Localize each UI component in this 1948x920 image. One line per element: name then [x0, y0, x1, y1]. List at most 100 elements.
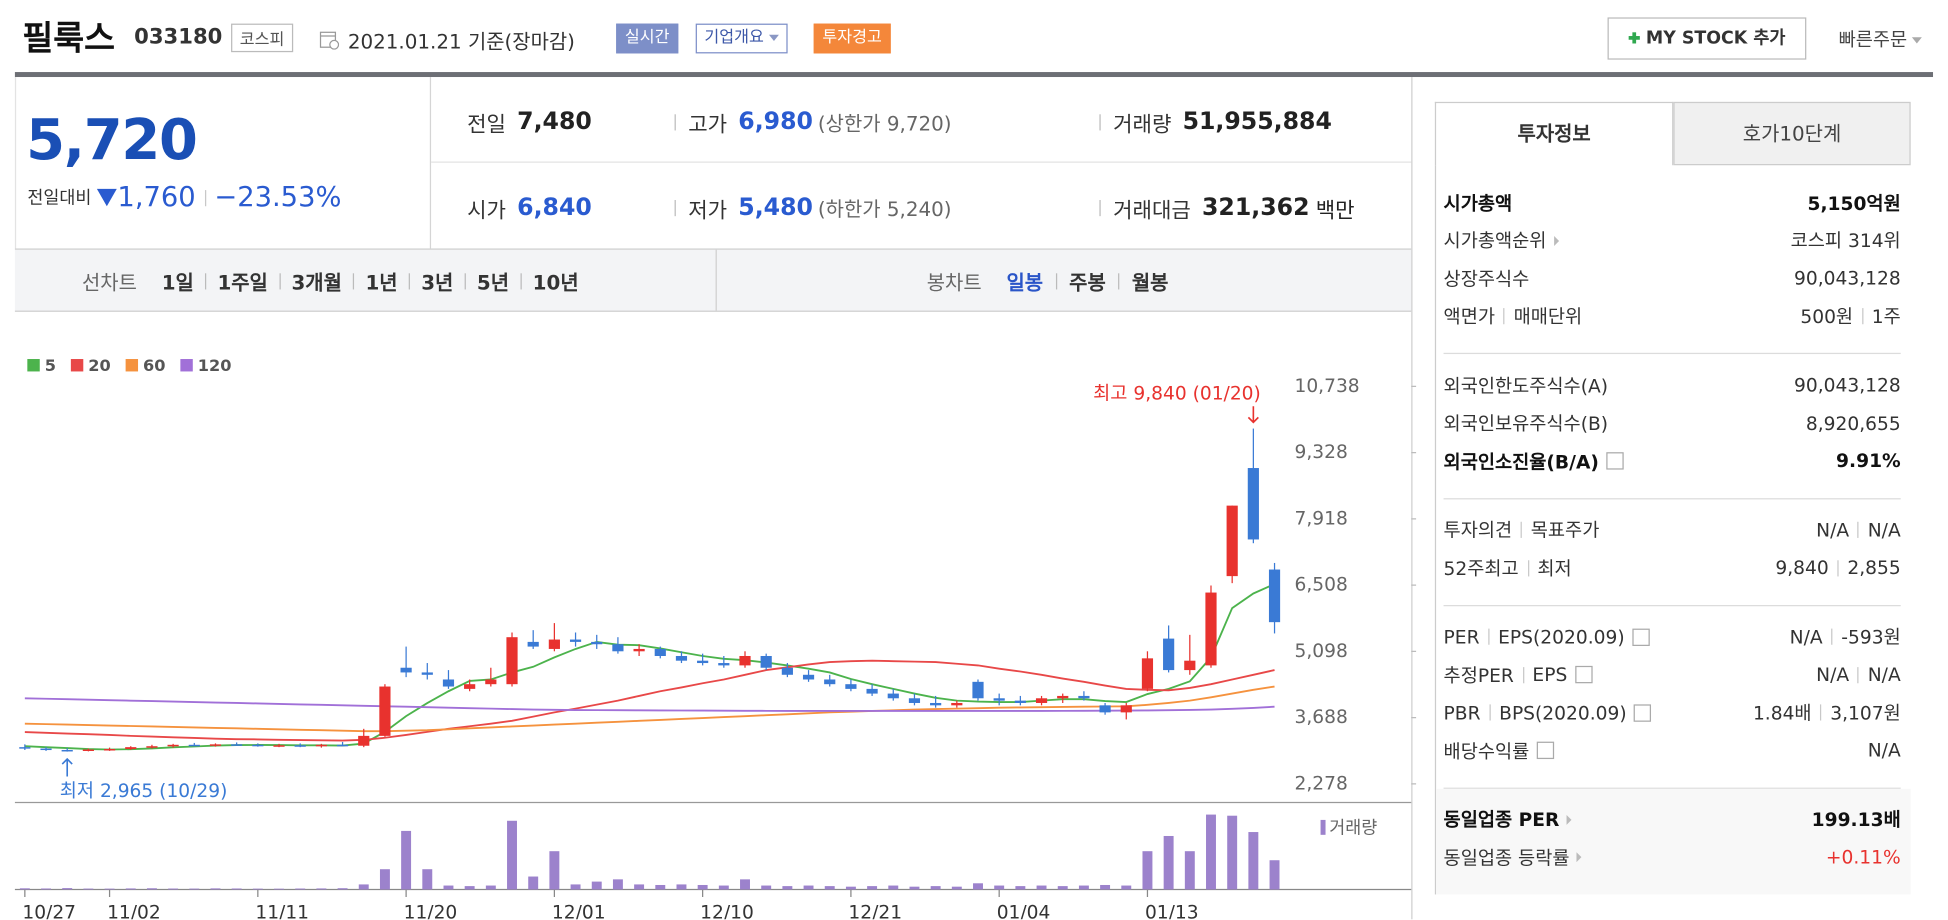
candle-body	[1141, 658, 1154, 689]
value-text: -593원	[1841, 626, 1901, 649]
caret	[768, 34, 779, 41]
label-text: 외국인한도주식수(A)	[1443, 374, 1609, 398]
quote-item: 거래대금 321,362 백만	[1099, 193, 1355, 223]
separator	[520, 272, 522, 289]
help-icon[interactable]	[1536, 741, 1555, 760]
quick-order-label: 빠른주문	[1838, 28, 1908, 51]
info-label: 52주최고 최저	[1444, 555, 1572, 581]
volume-bar	[1015, 886, 1026, 890]
volume-bar	[295, 888, 306, 890]
candle-body	[1078, 695, 1090, 699]
label-text: EPS(2020.09)	[1498, 625, 1625, 649]
volume-bar	[1057, 886, 1068, 890]
label-text: 최저	[1537, 557, 1572, 580]
volume-bar	[358, 884, 369, 890]
my-stock-button[interactable]: MY STOCK 추가	[1607, 17, 1807, 60]
tab-active[interactable]: 투자정보	[1434, 101, 1674, 166]
candle-body	[400, 667, 412, 673]
volume-bar	[1227, 815, 1238, 890]
quick-order[interactable]: 빠른주문	[1838, 26, 1923, 52]
candle-body	[612, 644, 624, 652]
legend-label: 20	[88, 356, 110, 375]
line-chart-label: 선차트	[81, 270, 137, 295]
period-button[interactable]: 일봉	[1006, 270, 1044, 295]
candle-body	[1014, 700, 1026, 703]
label-text: 액면가	[1443, 305, 1495, 329]
period-button[interactable]: 1일	[161, 270, 194, 295]
legend-label: 60	[143, 356, 165, 375]
separator	[674, 114, 676, 131]
period-button[interactable]: 월봉	[1131, 270, 1169, 295]
volume-bar	[62, 888, 73, 890]
value-text: +0.11%	[1825, 846, 1901, 869]
volume-bar	[189, 888, 200, 890]
help-icon[interactable]	[1606, 452, 1624, 470]
candle-body	[675, 655, 688, 661]
volume-bar	[1184, 851, 1195, 890]
company-button-label: 기업개요	[704, 28, 764, 48]
separator	[464, 272, 466, 289]
period-button[interactable]: 10년	[532, 270, 579, 295]
volume-legend-swatch	[1320, 819, 1326, 835]
quote-row-divider	[431, 161, 1412, 163]
help-icon[interactable]	[1632, 628, 1650, 646]
label-text: 52주최고	[1443, 557, 1519, 580]
help-icon[interactable]	[1574, 666, 1593, 684]
volume-bar	[1100, 884, 1111, 890]
info-label: 시가총액	[1444, 190, 1513, 216]
info-value: 코스피 314위	[1791, 228, 1901, 254]
info-label: 동일업종 등락률	[1444, 844, 1582, 870]
volume-bar	[591, 881, 602, 890]
period-button[interactable]: 3개월	[291, 270, 342, 295]
low-annotation: 최저 2,965 (10/29)	[60, 781, 228, 802]
moving-average-line	[24, 685, 1275, 733]
realtime-button[interactable]: 실시간	[616, 23, 679, 54]
value-text: N/A	[1789, 625, 1823, 649]
separator	[1527, 559, 1529, 577]
volume-bar	[104, 888, 115, 890]
value-text: 5,150억원	[1807, 192, 1901, 215]
tab[interactable]: 호가10단계	[1673, 101, 1911, 166]
market-badge: 코스피	[231, 23, 294, 53]
quote-label: 시가	[467, 198, 506, 223]
period-button[interactable]: 3년	[421, 270, 454, 295]
volume-bar	[146, 888, 157, 890]
volume-bar	[888, 885, 899, 890]
candle-body	[739, 655, 751, 666]
info-row: 배당수익률 N/A	[1444, 732, 1901, 770]
info-group: PER EPS(2020.09) N/A -593원 추정PER EPS N/A N/A PBR…	[1443, 606, 1901, 789]
label-text: 매매단위	[1513, 305, 1583, 329]
candle-body	[82, 749, 94, 751]
candle-body	[294, 745, 306, 747]
company-button[interactable]: 기업개요	[695, 23, 788, 54]
quote-unit: 백만	[1315, 198, 1355, 223]
current-price: 5,720	[26, 106, 198, 173]
quote-item: 저가 5,480 (하한가 5,240)	[674, 193, 952, 223]
value-text: 9.91%	[1836, 450, 1901, 473]
label-text: 외국인보유주식수(B)	[1443, 412, 1609, 436]
candle-body	[40, 748, 52, 751]
period-bar	[14, 248, 1412, 312]
separator	[1831, 628, 1833, 646]
candle-body	[336, 744, 349, 747]
value-text: N/A	[1867, 663, 1901, 687]
period-button[interactable]: 주봉	[1069, 270, 1106, 295]
period-button[interactable]: 5년	[476, 270, 510, 295]
period-button[interactable]: 1년	[365, 270, 398, 295]
value-text: 90,043,128	[1794, 374, 1901, 397]
info-row: 상장주식수 90,043,128	[1444, 260, 1901, 298]
period-button[interactable]: 1주일	[217, 270, 268, 295]
candle-body	[19, 747, 31, 749]
warning-badge[interactable]: 투자경고	[813, 23, 891, 54]
value-text: 코스피 314위	[1790, 230, 1901, 253]
legend-swatch	[70, 359, 84, 372]
label-text: 추정PER	[1443, 664, 1514, 687]
separator	[1522, 666, 1524, 683]
volume-bar	[485, 885, 496, 890]
quote-value: 51,955,884	[1182, 108, 1332, 136]
info-row: 추정PER EPS N/A N/A	[1444, 656, 1901, 694]
info-value: 5,150억원	[1807, 190, 1900, 216]
help-icon[interactable]	[1634, 704, 1652, 722]
value-text: N/A	[1867, 518, 1901, 542]
